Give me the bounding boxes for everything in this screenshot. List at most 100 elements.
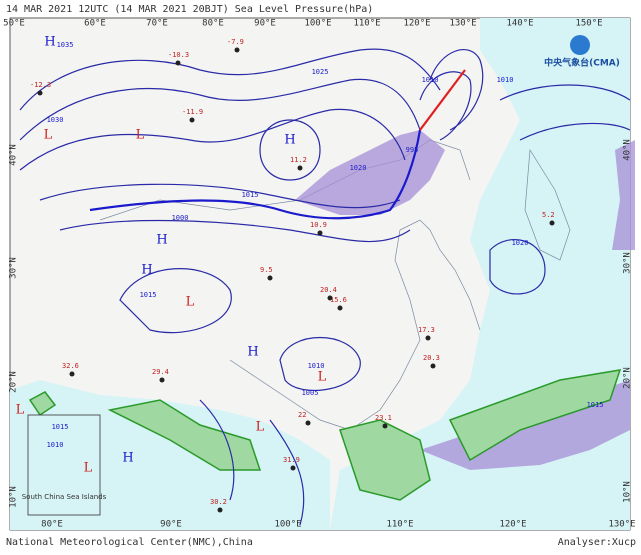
axis-label: 150°E bbox=[575, 19, 602, 29]
station bbox=[430, 363, 436, 369]
isobar-label: 1000 bbox=[172, 214, 189, 222]
annotations: 50°E 60°E 70°E 80°E 90°E 100°E 110°E 120°E 130°E… bbox=[3, 19, 635, 530]
cold-front bbox=[89, 129, 422, 220]
station-value: -11.9 bbox=[182, 108, 203, 116]
isobar bbox=[39, 183, 401, 209]
isobar bbox=[419, 71, 472, 141]
station-value: 11.2 bbox=[290, 156, 307, 164]
inset-box bbox=[27, 414, 101, 516]
axis-label: 90°E bbox=[160, 520, 182, 530]
station bbox=[425, 335, 431, 341]
station bbox=[267, 275, 273, 281]
coastline bbox=[229, 219, 481, 431]
axis-label: 20°N bbox=[623, 367, 633, 389]
station bbox=[549, 220, 555, 226]
pressure-center: L bbox=[136, 128, 145, 143]
footer-source: National Meteorological Center(NMC),Chin… bbox=[6, 537, 253, 548]
axis-label: 60°E bbox=[84, 19, 106, 29]
isobar bbox=[199, 399, 305, 526]
pressure-center: H bbox=[284, 133, 295, 148]
footer-analyst: Analyser:Xucp bbox=[558, 537, 636, 548]
station-value: -12.3 bbox=[30, 81, 51, 89]
isobar bbox=[429, 49, 484, 131]
station-value: 5.2 bbox=[542, 211, 555, 219]
axis-label: 100°E bbox=[274, 520, 301, 530]
isobar-label: 1035 bbox=[57, 41, 74, 49]
station bbox=[290, 465, 296, 471]
isobar-label: 1010 bbox=[308, 362, 325, 370]
station-value: 15.6 bbox=[330, 296, 347, 304]
axis-label: 140°E bbox=[506, 19, 533, 29]
axis-label: 110°E bbox=[386, 520, 413, 530]
station bbox=[37, 90, 43, 96]
axis-label: 120°E bbox=[403, 19, 430, 29]
axis-label: 50°E bbox=[3, 19, 25, 29]
axis-label: 70°E bbox=[146, 19, 168, 29]
station bbox=[175, 60, 181, 66]
axis-label: 80°E bbox=[41, 520, 63, 530]
station-value: 10.9 bbox=[310, 221, 327, 229]
pressure-center: H bbox=[44, 35, 55, 50]
logo-text: 中央气象台(CMA) bbox=[544, 57, 620, 69]
station bbox=[382, 423, 388, 429]
axis-label: 30°N bbox=[9, 257, 19, 279]
axis-label: 10°N bbox=[9, 486, 19, 508]
station bbox=[337, 305, 343, 311]
isobar-label: 1020 bbox=[350, 164, 367, 172]
isobar-label: 995 bbox=[406, 146, 419, 154]
station-value: 29.4 bbox=[152, 368, 169, 376]
isobar-label: 1015 bbox=[587, 401, 604, 409]
station-value: -7.9 bbox=[227, 38, 244, 46]
station-value: 31.9 bbox=[283, 456, 300, 464]
isobar bbox=[19, 78, 421, 141]
axis-label: 40°N bbox=[623, 139, 633, 161]
pressure-center: H bbox=[141, 263, 152, 278]
pressure-center: L bbox=[256, 420, 265, 435]
station-value: 20.4 bbox=[320, 286, 337, 294]
station-value: -10.3 bbox=[168, 51, 189, 59]
shower-area bbox=[28, 369, 622, 501]
isobar bbox=[489, 239, 546, 295]
station bbox=[159, 377, 165, 383]
station bbox=[305, 420, 311, 426]
axis-label: 10°N bbox=[623, 481, 633, 503]
station-value: 17.3 bbox=[418, 326, 435, 334]
axis-label: 110°E bbox=[353, 19, 380, 29]
japan bbox=[524, 148, 571, 261]
isobar-label: 1015 bbox=[140, 291, 157, 299]
header-title: 14 MAR 2021 12UTC (14 MAR 2021 20BJT) Se… bbox=[6, 4, 373, 15]
isobar bbox=[499, 84, 631, 141]
isobar-label: 1010 bbox=[497, 76, 514, 84]
pressure-center: L bbox=[44, 128, 53, 143]
precipitation-area bbox=[612, 140, 635, 250]
pressure-center: L bbox=[186, 295, 195, 310]
axis-label: 100°E bbox=[304, 19, 331, 29]
warm-front bbox=[419, 69, 466, 131]
axis-label: 120°E bbox=[499, 520, 526, 530]
station-value: 30.2 bbox=[210, 498, 227, 506]
isobar-label: 1015 bbox=[52, 423, 69, 431]
axis-label: 40°N bbox=[9, 144, 19, 166]
isobar-label: 1010 bbox=[422, 76, 439, 84]
station-value: 23.1 bbox=[375, 414, 392, 422]
isobar bbox=[59, 219, 411, 243]
pressure-center: H bbox=[156, 233, 167, 248]
axis-label: 90°E bbox=[254, 19, 276, 29]
axis-label: 30°N bbox=[623, 252, 633, 274]
isobar-label: 1010 bbox=[47, 441, 64, 449]
pressure-center: L bbox=[84, 461, 93, 476]
axis-label: 130°E bbox=[449, 19, 476, 29]
isobar bbox=[19, 48, 441, 111]
station bbox=[317, 230, 323, 236]
inset-label: South China Sea Islands bbox=[22, 493, 107, 501]
isobar-label: 1005 bbox=[302, 389, 319, 397]
isobar bbox=[279, 336, 361, 391]
pressure-center: L bbox=[318, 370, 327, 385]
pressure-center: L bbox=[16, 403, 25, 418]
station bbox=[297, 165, 303, 171]
isobar-label: 1015 bbox=[242, 191, 259, 199]
axis-label: 80°E bbox=[202, 19, 224, 29]
isobar-label: 1020 bbox=[512, 239, 529, 247]
axis-label: 130°E bbox=[608, 520, 635, 530]
pressure-center: H bbox=[247, 345, 258, 360]
